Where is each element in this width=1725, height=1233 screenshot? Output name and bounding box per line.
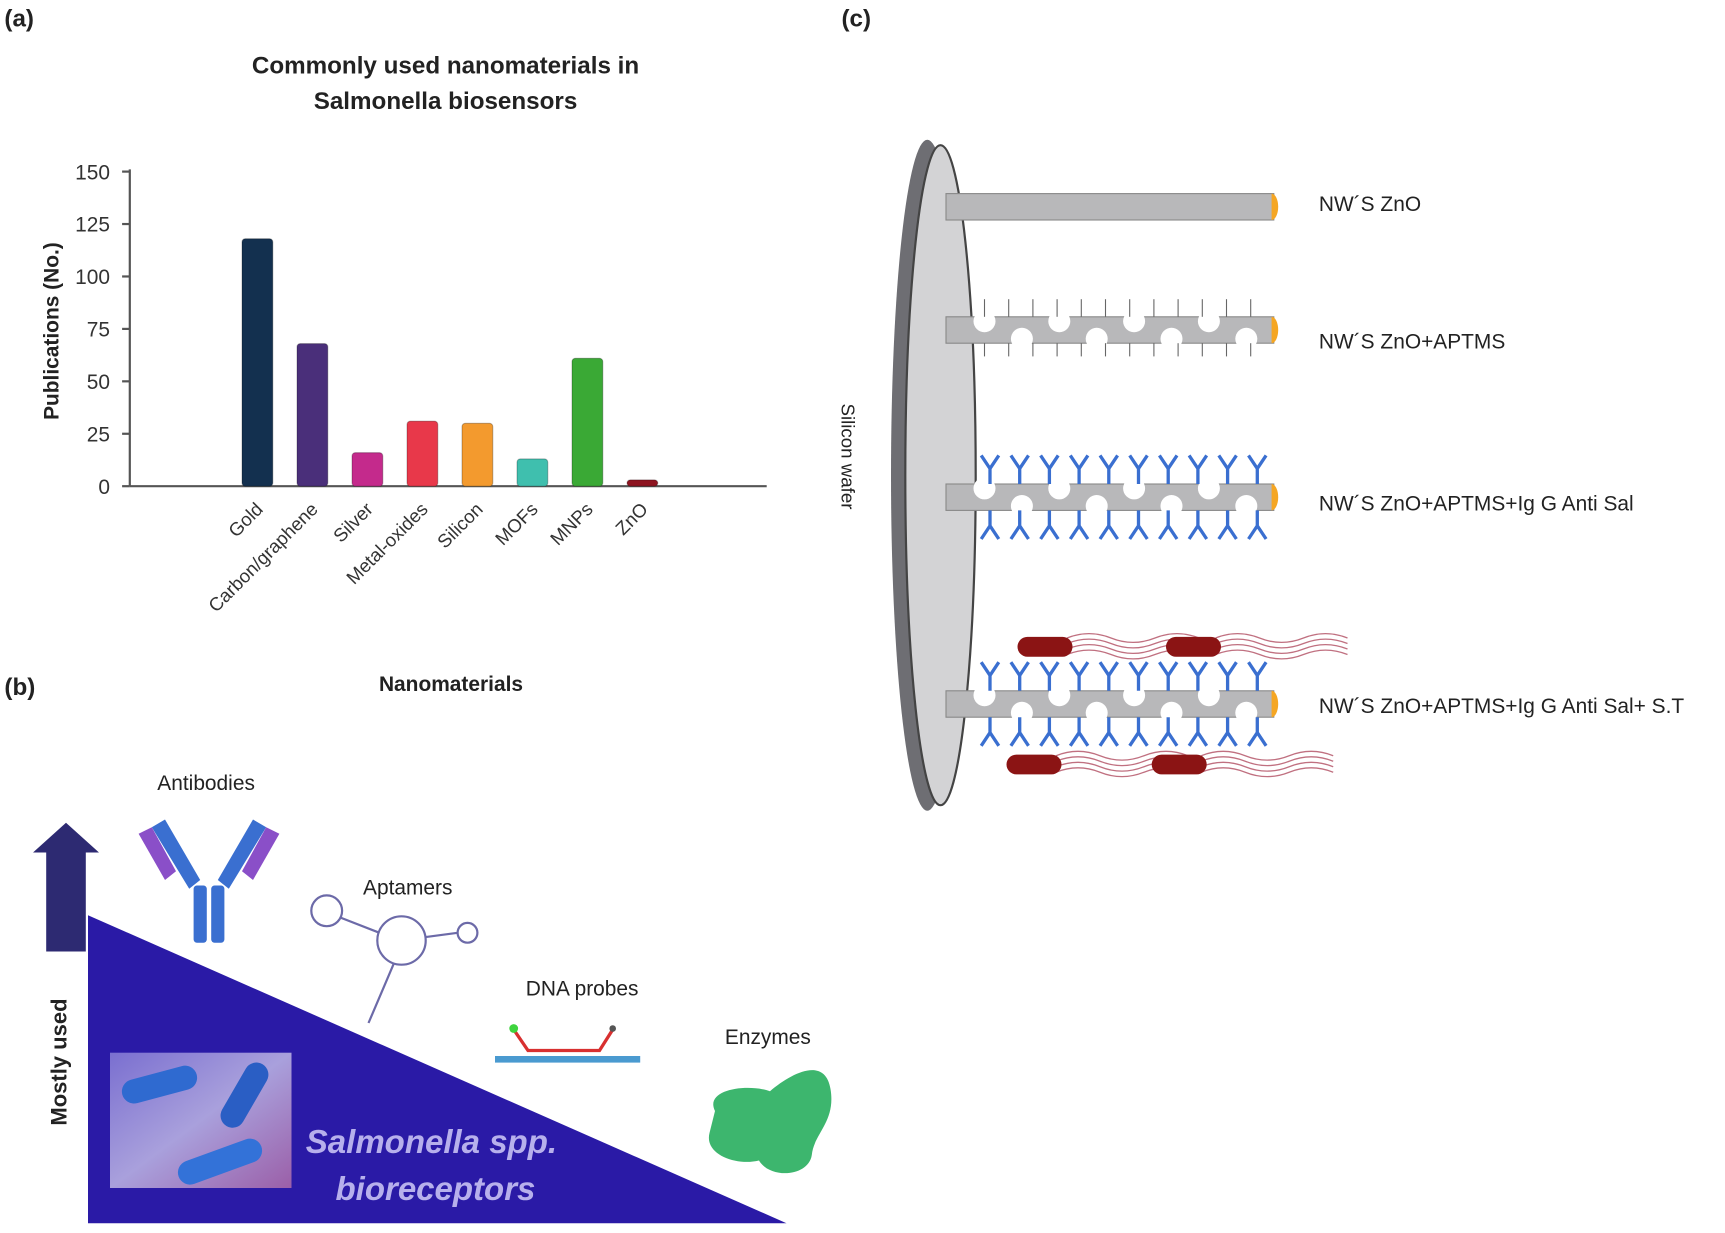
y-tick-label: 150 <box>75 161 110 184</box>
bacteria-image <box>110 1052 292 1188</box>
antibody-icon <box>138 819 280 943</box>
step-label-3: NW´S ZnO+APTMS+Ig G Anti Sal <box>1318 492 1634 516</box>
step-label-1: NW´S ZnO <box>1318 193 1422 217</box>
nanowire-4 <box>945 632 1348 778</box>
bacterium-icon <box>1017 636 1073 657</box>
y-tick-label: 0 <box>98 476 110 499</box>
bar-silicon <box>461 422 494 487</box>
y-tick-label: 75 <box>87 319 110 342</box>
bar-mofs <box>516 458 549 487</box>
arrow-up-icon <box>33 822 99 952</box>
chart-title-line-2: Salmonella biosensors <box>313 86 578 115</box>
panel-label-a: (a) <box>4 4 34 32</box>
y-tick-label: 50 <box>87 371 110 394</box>
chart-title-line-1: Commonly used nanomaterials in <box>251 51 640 80</box>
bar-carbon-graphene <box>296 343 329 487</box>
y-tick-label: 125 <box>75 214 110 237</box>
dna-probe-icon <box>495 1024 641 1063</box>
bar-zno <box>626 479 659 487</box>
x-axis-label: Nanomaterials <box>378 673 524 697</box>
enzyme-icon <box>708 1070 832 1174</box>
bar-gold <box>241 238 274 487</box>
nanowire-2 <box>945 299 1279 357</box>
silicon-wafer <box>891 139 977 811</box>
bacterium-icon <box>1006 754 1062 775</box>
label-enzymes: Enzymes <box>724 1026 811 1050</box>
bioreceptors-title-line-1: Salmonella spp. <box>305 1124 558 1161</box>
y-tick-label: 25 <box>87 423 110 446</box>
panel-label-b: (b) <box>4 673 36 701</box>
bioreceptors-title-line-2: bioreceptors <box>335 1171 536 1208</box>
bacterium-icon <box>1151 754 1207 775</box>
bar-silver <box>351 452 384 487</box>
y-tick-label: 100 <box>75 266 110 289</box>
chart-title: Commonly used nanomaterials in Salmonell… <box>171 48 721 118</box>
label-antibodies: Antibodies <box>157 772 255 796</box>
panel-label-c: (c) <box>841 4 872 32</box>
panel-b-graphics <box>33 819 832 1224</box>
nanowire-1 <box>945 193 1279 221</box>
silicon-wafer-label: Silicon wafer <box>837 403 858 510</box>
bar-mnps <box>571 357 604 487</box>
bar-metal-oxides <box>406 420 439 487</box>
label-dna-probes: DNA probes <box>525 977 639 1001</box>
nanowire-3 <box>945 454 1279 540</box>
step-label-2: NW´S ZnO+APTMS <box>1318 331 1506 355</box>
bacterium-icon <box>1166 636 1221 657</box>
label-aptamers: Aptamers <box>363 876 453 900</box>
step-label-4: NW´S ZnO+APTMS+Ig G Anti Sal+ S.T <box>1318 695 1685 719</box>
aptamer-icon <box>310 894 479 1024</box>
